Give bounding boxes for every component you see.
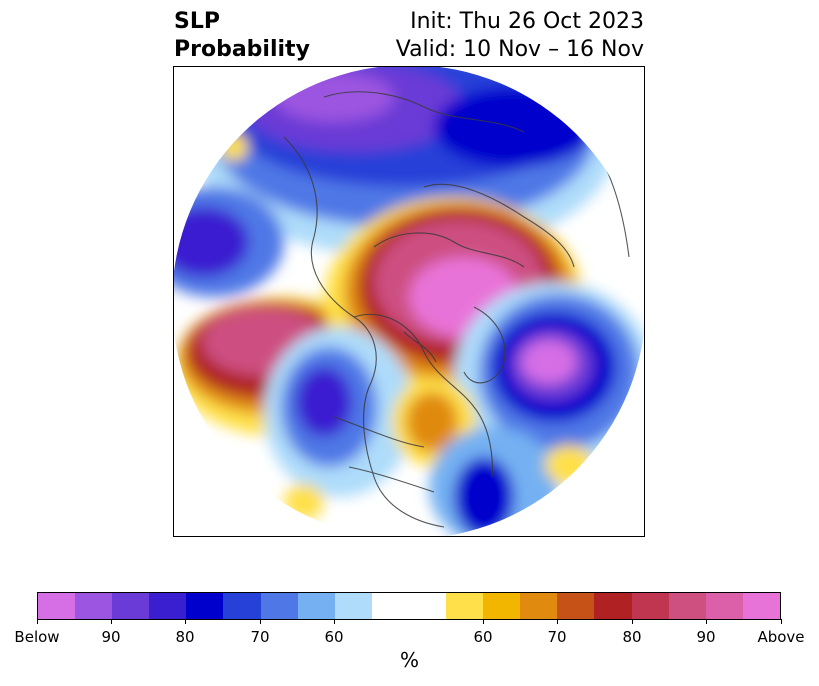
colorbar-segment (557, 593, 595, 619)
colorbar-tick-mark (706, 619, 707, 624)
colorbar-segment (594, 593, 632, 619)
map-title-right: Init: Thu 26 Oct 2023 Valid: 10 Nov – 16… (396, 8, 644, 64)
map-panel (173, 66, 645, 537)
colorbar-segment (112, 593, 150, 619)
colorbar-tick-mark (260, 619, 261, 624)
title-valid-range: Valid: 10 Nov – 16 Nov (395, 37, 644, 62)
above-patch-atlantic (545, 445, 593, 485)
colorbar-tick-label: 90 (696, 628, 716, 646)
colorbar-tick-label: 70 (547, 628, 567, 646)
colorbar-tick-mark (557, 619, 558, 624)
colorbar-tick-mark (632, 619, 633, 624)
below-region-top-east (434, 87, 594, 167)
colorbar-tick-label: 60 (324, 628, 344, 646)
colorbar-segment (520, 593, 558, 619)
below-region-atlantic-max (521, 340, 577, 384)
colorbar-segment (186, 593, 224, 619)
colorbar-segment (334, 593, 372, 619)
colorbar-tick-mark (334, 619, 335, 624)
title-variable: SLP (174, 9, 220, 34)
colorbar-tick-label: 80 (175, 628, 195, 646)
colorbar-tick-mark (111, 619, 112, 624)
colorbar-tick-mark (37, 619, 38, 624)
above-region-us-inner (406, 392, 458, 452)
colorbar-segment (223, 593, 261, 619)
colorbar-segment (705, 593, 743, 619)
above-patch-pacific (284, 484, 324, 520)
colorbar-segment (149, 593, 187, 619)
below-region-top-max (274, 72, 394, 122)
colorbar-segment (75, 593, 113, 619)
colorbar-tick-mark (781, 619, 782, 624)
above-patch-north (220, 133, 248, 161)
colorbar-unit-label: % (399, 648, 419, 672)
colorbar-tick-label: Above (757, 628, 805, 646)
colorbar-tick-label: 80 (622, 628, 642, 646)
colorbar-segment (742, 593, 780, 619)
colorbar (37, 592, 781, 620)
colorbar-tick-label: 70 (250, 628, 270, 646)
title-init-date: Init: Thu 26 Oct 2023 (410, 9, 644, 34)
colorbar-segment (483, 593, 521, 619)
colorbar-segment (297, 593, 335, 619)
colorbar-tick-label: 60 (473, 628, 493, 646)
colorbar-segment (631, 593, 669, 619)
colorbar-segment (371, 593, 447, 619)
title-product: Probability (174, 37, 310, 62)
colorbar-tick-label: 90 (101, 628, 121, 646)
colorbar-tick-label: Below (14, 628, 60, 646)
colorbar-tick-mark (185, 619, 186, 624)
coastlines (283, 91, 630, 528)
colorbar-tick-mark (483, 619, 484, 624)
colorbar-segment (38, 593, 76, 619)
below-region-watl-core (454, 457, 514, 536)
probability-map (174, 67, 644, 536)
colorbar-segment (668, 593, 706, 619)
below-region-na-core (296, 367, 352, 437)
colorbar-segment (260, 593, 298, 619)
colorbar-segment (446, 593, 484, 619)
map-title-left: SLP Probability (174, 8, 310, 64)
